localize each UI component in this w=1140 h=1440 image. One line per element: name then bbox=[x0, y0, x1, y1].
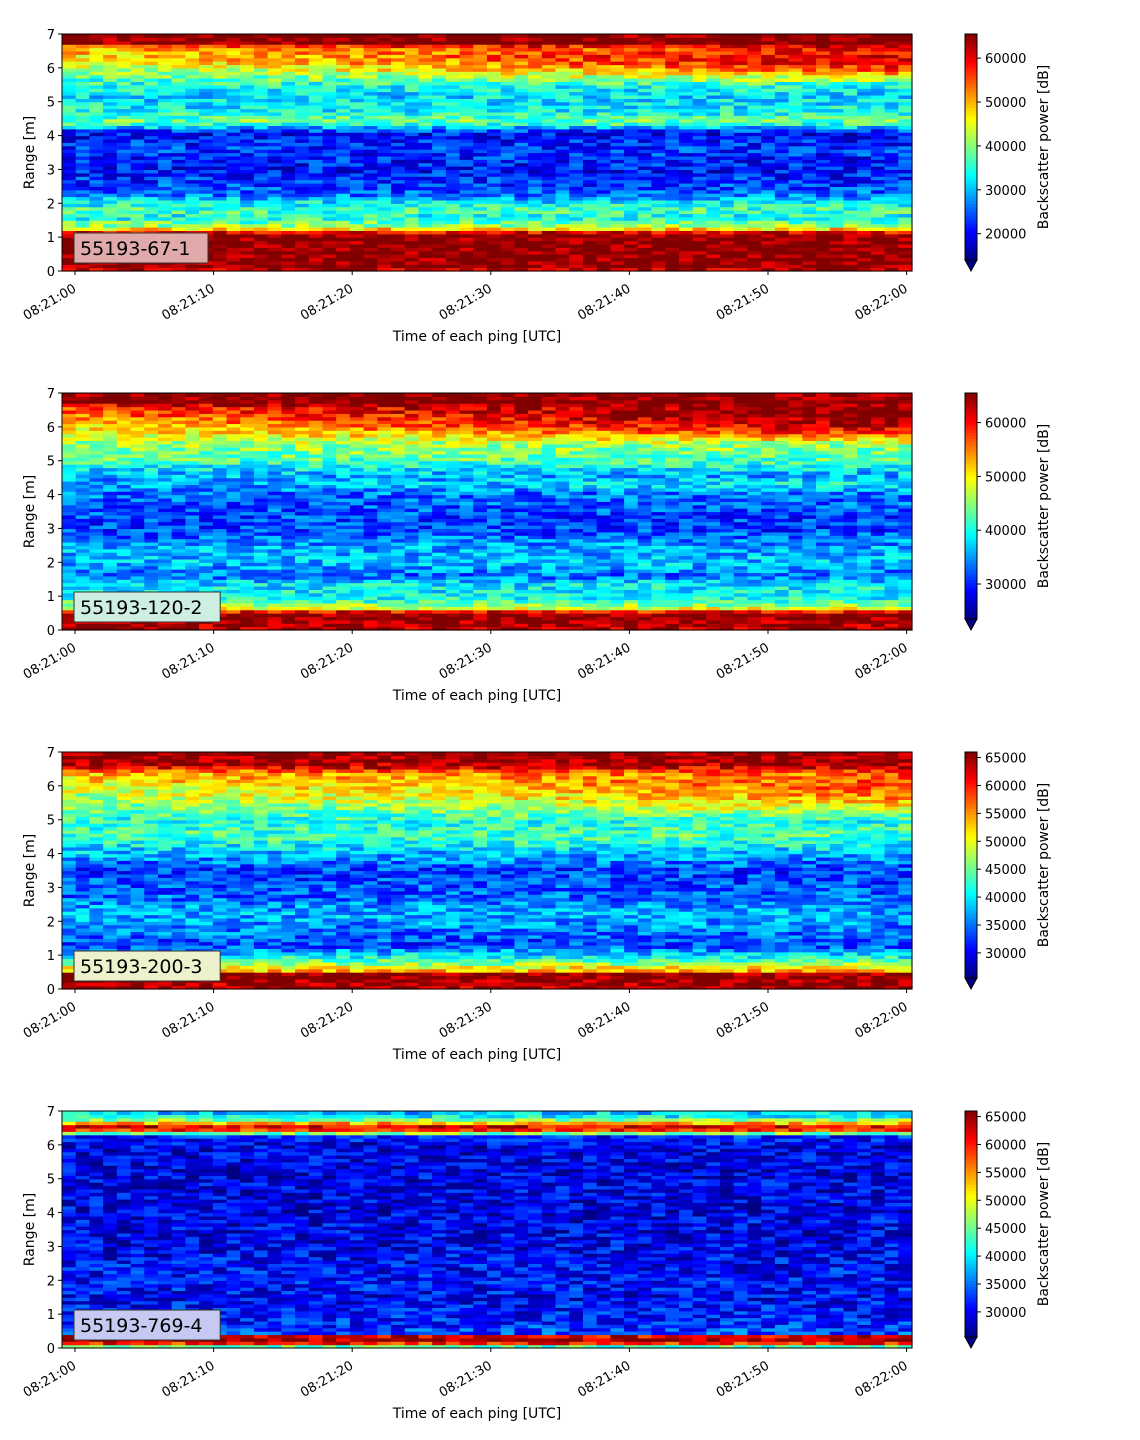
heatmap-cell bbox=[460, 34, 474, 38]
heatmap-cell bbox=[76, 34, 90, 38]
heatmap-cell bbox=[816, 34, 830, 38]
heatmap-cell bbox=[583, 34, 597, 38]
heatmap-cell bbox=[364, 34, 378, 38]
y-tick-label: 1 bbox=[47, 231, 55, 246]
heatmap-cell bbox=[377, 34, 391, 38]
colorbar-tick-label: 40000 bbox=[985, 140, 1026, 155]
heatmap-cell bbox=[268, 34, 282, 38]
heatmap-cell bbox=[652, 34, 666, 38]
heatmap-cell bbox=[391, 34, 405, 38]
heatmap-cell bbox=[199, 34, 213, 38]
heatmap-cell bbox=[446, 34, 460, 38]
heatmap-cell bbox=[172, 34, 186, 38]
y-tick-label: 4 bbox=[47, 130, 55, 145]
heatmap-cell bbox=[281, 34, 295, 38]
heatmap-cell bbox=[432, 34, 446, 38]
heatmap-cell bbox=[898, 34, 912, 38]
heatmap-cell bbox=[336, 34, 350, 38]
heatmap-cell bbox=[62, 34, 76, 38]
heatmap-cell bbox=[185, 34, 199, 38]
heatmap-cell bbox=[830, 34, 844, 38]
heatmap-cell bbox=[213, 34, 227, 38]
heatmap-cell bbox=[131, 393, 145, 397]
heatmap-cell bbox=[295, 34, 309, 38]
colorbar-tick-label: 30000 bbox=[985, 184, 1026, 199]
heatmap-cell bbox=[322, 34, 336, 38]
heatmap-cell bbox=[528, 34, 542, 38]
heatmap-cell bbox=[885, 34, 899, 38]
heatmap-cell bbox=[131, 34, 145, 38]
heatmap-cell bbox=[542, 34, 556, 38]
x-axis-label: Time of each ping [UTC] bbox=[392, 329, 562, 345]
x-tick-label: 08:21:50 bbox=[714, 281, 772, 323]
panel-label: 55193-67-1 bbox=[80, 238, 190, 260]
heatmap-cell bbox=[775, 34, 789, 38]
heatmap-cell bbox=[802, 34, 816, 38]
heatmap-cell bbox=[76, 393, 90, 397]
heatmap-cell bbox=[89, 34, 103, 38]
heatmap-cell bbox=[747, 34, 761, 38]
y-tick-label: 5 bbox=[47, 96, 55, 111]
heatmap-cell bbox=[501, 34, 515, 38]
heatmap-cell bbox=[158, 34, 172, 38]
heatmap-cell bbox=[871, 34, 885, 38]
heatmap-cell bbox=[679, 34, 693, 38]
heatmap-cell bbox=[569, 34, 583, 38]
heatmap-cell bbox=[350, 34, 364, 38]
heatmap-cell bbox=[405, 34, 419, 38]
heatmap-cell bbox=[706, 34, 720, 38]
heatmap-cell bbox=[514, 34, 528, 38]
heatmap-cell bbox=[144, 393, 158, 397]
y-tick-label: 6 bbox=[47, 62, 55, 77]
heatmap-cell bbox=[240, 34, 254, 38]
y-tick-label: 0 bbox=[47, 265, 55, 280]
colorbar: 20000 30000 40000 50000 60000 Backscatter pow… bbox=[965, 34, 1052, 271]
heatmap-cell bbox=[473, 34, 487, 38]
x-tick-label: 08:22:00 bbox=[853, 281, 911, 323]
x-tick-label: 08:21:30 bbox=[437, 281, 495, 323]
heatmap-cell bbox=[89, 393, 103, 397]
heatmap-cell bbox=[487, 34, 501, 38]
heatmap-cell bbox=[789, 34, 803, 38]
heatmap-cell bbox=[117, 34, 131, 38]
heatmap-cell bbox=[117, 393, 131, 397]
colorbar-label: Backscatter power [dB] bbox=[1036, 65, 1052, 230]
chart-panel-1: 0 1 2 3 4 5 6 7 08:21:00 08:21:10 08:21:20 08:21:30… bbox=[21, 28, 1052, 345]
y-tick-label: 7 bbox=[47, 28, 55, 43]
y-tick-label: 2 bbox=[47, 197, 55, 212]
heatmap-cell bbox=[309, 34, 323, 38]
heatmap-cell bbox=[103, 393, 117, 397]
x-tick-label: 08:21:20 bbox=[298, 281, 356, 323]
heatmap-cell bbox=[103, 34, 117, 38]
colorbar-tick-label: 50000 bbox=[985, 96, 1026, 111]
heatmap-cell bbox=[624, 34, 638, 38]
heatmap-cell bbox=[418, 34, 432, 38]
heatmap-cell bbox=[665, 34, 679, 38]
heatmap-cell bbox=[734, 34, 748, 38]
heatmap-cell bbox=[610, 34, 624, 38]
heatmap-cell bbox=[720, 34, 734, 38]
heatmap-cell bbox=[227, 34, 241, 38]
heatmap-cell bbox=[843, 34, 857, 38]
heatmap-cell bbox=[638, 34, 652, 38]
x-tick-label: 08:21:10 bbox=[160, 281, 218, 323]
heatmap-cell bbox=[857, 34, 871, 38]
y-axis-label: Range [m] bbox=[22, 116, 38, 189]
y-tick-label: 3 bbox=[47, 163, 55, 178]
colorbar-extend-min bbox=[965, 260, 977, 271]
heatmap-cell bbox=[62, 393, 76, 397]
x-tick-label: 08:21:00 bbox=[21, 281, 79, 323]
heatmap-cell bbox=[254, 34, 268, 38]
colorbar-tick-label: 20000 bbox=[985, 228, 1026, 243]
heatmap-cell bbox=[144, 34, 158, 38]
colorbar-tick-label: 60000 bbox=[985, 52, 1026, 67]
heatmap-cell bbox=[597, 34, 611, 38]
x-tick-label: 08:21:40 bbox=[575, 281, 633, 323]
heatmap-cell bbox=[556, 34, 570, 38]
heatmap-cell bbox=[693, 34, 707, 38]
heatmap-cell bbox=[761, 34, 775, 38]
